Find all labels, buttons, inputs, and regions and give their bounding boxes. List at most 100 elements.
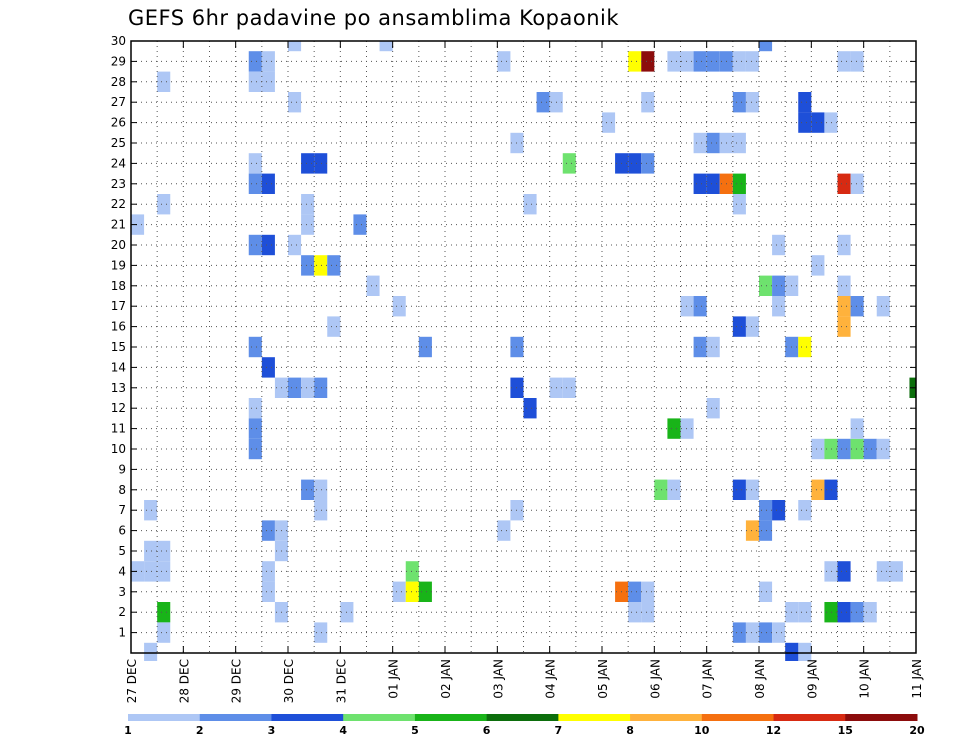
heat-cell	[288, 234, 302, 256]
x-tick-label: 02 JAN	[439, 659, 453, 699]
heat-cell	[261, 520, 275, 541]
heat-cell	[824, 479, 838, 500]
colorbar-segment	[414, 714, 488, 721]
x-tick-label: 05 JAN	[596, 659, 610, 699]
y-tick-label: 27	[111, 95, 126, 109]
heat-cell	[745, 479, 759, 500]
heat-cell	[392, 296, 406, 317]
heat-cell	[837, 51, 851, 72]
heat-cell	[261, 51, 275, 72]
x-tick-label: 07 JAN	[701, 659, 715, 699]
x-tick-label: 01 JAN	[387, 659, 401, 699]
heat-cell	[379, 41, 393, 52]
heat-cell	[248, 418, 262, 439]
heat-cell	[732, 92, 746, 113]
heat-cell	[248, 398, 262, 419]
heat-cell	[157, 71, 171, 92]
heat-cell	[261, 581, 275, 602]
heat-cell	[157, 540, 171, 562]
heat-cell	[301, 214, 315, 235]
y-tick-label: 30	[111, 34, 126, 48]
y-tick-label: 2	[118, 605, 126, 619]
heat-cell	[654, 479, 668, 500]
heat-cell	[366, 275, 380, 296]
heat-cell	[261, 71, 275, 92]
heat-cell	[288, 377, 302, 398]
heat-cell	[811, 255, 825, 276]
heat-cell	[798, 92, 812, 113]
cells-layer	[131, 41, 916, 661]
y-tick-label: 22	[111, 197, 126, 211]
heat-cell	[327, 316, 341, 337]
colorbar-label: 2	[196, 724, 204, 737]
colorbar-segment	[558, 714, 631, 721]
heat-cell	[314, 255, 328, 276]
y-tick-label: 14	[111, 360, 126, 374]
heat-cell	[759, 500, 773, 521]
heat-cell	[405, 581, 419, 602]
heat-cell	[157, 561, 171, 582]
heat-cell	[667, 418, 681, 439]
colorbar-segment	[701, 714, 775, 721]
heat-cell	[523, 398, 537, 419]
heat-cell	[732, 173, 746, 194]
heat-cell	[745, 316, 759, 337]
colorbar-label: 3	[268, 724, 276, 737]
heat-cell	[785, 642, 799, 661]
heat-cell	[824, 602, 838, 623]
heat-cell	[732, 622, 746, 643]
y-tick-label: 19	[111, 258, 126, 272]
heat-cell	[157, 602, 171, 623]
heat-cell	[248, 153, 262, 174]
heat-cell	[732, 132, 746, 154]
grid-lines	[131, 41, 916, 653]
colorbar-label: 15	[838, 724, 853, 737]
heat-cell	[301, 479, 315, 500]
heat-cell	[824, 112, 838, 133]
heat-cell	[418, 581, 432, 602]
heat-cell	[248, 234, 262, 256]
heat-cell	[745, 520, 759, 541]
heat-cell	[301, 153, 315, 174]
y-tick-label: 16	[111, 320, 126, 334]
colorbar-segment	[199, 714, 272, 721]
heat-cell	[144, 642, 158, 661]
heat-cell	[693, 51, 707, 72]
heat-cell	[301, 377, 315, 398]
heat-cell	[536, 92, 550, 113]
heat-cell	[680, 51, 694, 72]
y-tick-label: 28	[111, 75, 126, 89]
heat-cell	[418, 336, 432, 358]
heat-cell	[523, 194, 537, 215]
heat-cell	[157, 622, 171, 643]
heat-cell	[667, 479, 681, 500]
x-tick-label: 04 JAN	[544, 659, 558, 699]
heat-cell	[798, 336, 812, 358]
heat-cell	[837, 234, 851, 256]
heat-cell	[732, 51, 746, 72]
heat-cell	[248, 438, 262, 460]
colorbar-segment	[271, 714, 344, 721]
heat-cell	[759, 41, 773, 52]
colorbar-label: 8	[626, 724, 634, 737]
y-tick-label: 10	[111, 442, 126, 456]
heat-cell	[772, 275, 786, 296]
heat-cell	[706, 398, 720, 419]
heat-cell	[798, 112, 812, 133]
heat-cell	[798, 642, 812, 661]
heat-cell	[248, 51, 262, 72]
colorbar-segment	[630, 714, 703, 721]
heat-cell	[314, 153, 328, 174]
heat-cell	[641, 51, 655, 72]
heat-cell	[837, 602, 851, 623]
heat-cell	[876, 438, 890, 460]
heat-cell	[745, 92, 759, 113]
heat-cell	[837, 296, 851, 317]
y-tick-label: 13	[111, 381, 126, 395]
chart-title: GEFS 6hr padavine po ansamblima Kopaonik	[128, 6, 620, 30]
heat-cell	[798, 500, 812, 521]
heat-cell	[288, 92, 302, 113]
heat-cell	[301, 194, 315, 215]
heat-cell	[706, 51, 720, 72]
y-tick-label: 24	[111, 156, 126, 170]
